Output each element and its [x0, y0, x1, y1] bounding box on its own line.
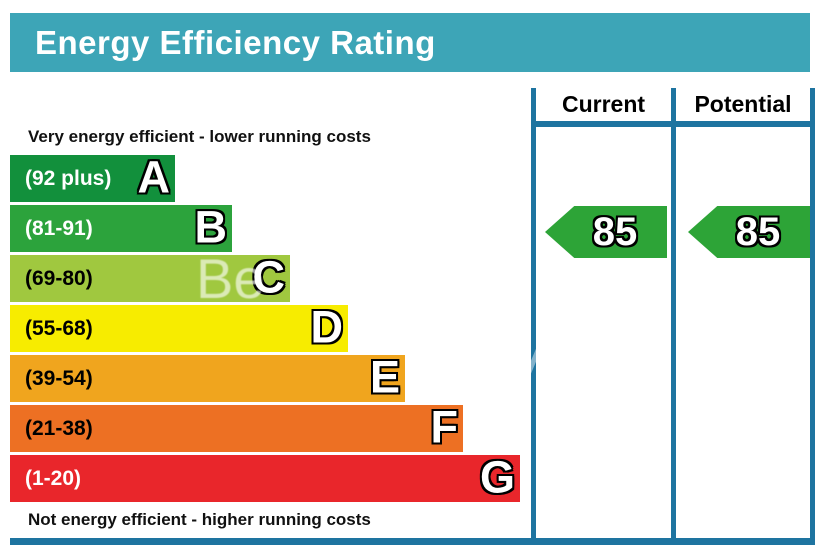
band-range-label: (1-20) — [25, 466, 82, 490]
title-bar: Energy Efficiency Rating — [10, 13, 810, 72]
band-range-label: (39-54) — [25, 366, 93, 390]
band-letter: D — [310, 301, 344, 353]
band-letter: B — [194, 201, 228, 253]
current-rating-value: 85 — [592, 210, 638, 254]
column-divider-right — [810, 88, 815, 545]
band-range-label: (55-68) — [25, 316, 93, 340]
bottom-caption: Not energy efficient - higher running co… — [28, 510, 371, 529]
band-range-label: (21-38) — [25, 416, 93, 440]
bottom-border — [10, 538, 815, 545]
current-rating-arrow: 85 — [545, 206, 667, 258]
band-row-A: (92 plus) A — [10, 151, 175, 203]
top-caption: Very energy efficient - lower running co… — [28, 127, 371, 146]
band-range-label: (81-91) — [25, 216, 93, 240]
band-letter: A — [137, 151, 171, 203]
rating-bands: (92 plus) A (81-91) B (69-80) C (55-68) D (39-54… — [10, 151, 531, 505]
column-divider-middle — [671, 88, 676, 545]
band-range-label: (69-80) — [25, 266, 93, 290]
band-row-D: (55-68) D — [10, 301, 348, 353]
band-row-G: (1-20) G — [10, 451, 520, 503]
header-underline — [531, 121, 815, 127]
column-divider-left — [531, 88, 536, 545]
band-row-F: (21-38) F — [10, 401, 463, 453]
current-column-header: Current — [561, 91, 646, 117]
band-letter: E — [369, 351, 400, 403]
band-letter: F — [430, 401, 459, 453]
band-letter: C — [252, 251, 286, 303]
band-row-B: (81-91) B — [10, 201, 232, 253]
potential-rating-value: 85 — [735, 210, 781, 254]
page-title: Energy Efficiency Rating — [35, 23, 436, 61]
band-row-E: (39-54) E — [10, 351, 405, 403]
band-letter: G — [479, 451, 515, 503]
band-row-C: (69-80) C — [10, 251, 290, 303]
potential-column-header: Potential — [694, 91, 792, 117]
potential-rating-arrow: 85 — [688, 206, 810, 258]
band-range-label: (92 plus) — [25, 166, 112, 190]
